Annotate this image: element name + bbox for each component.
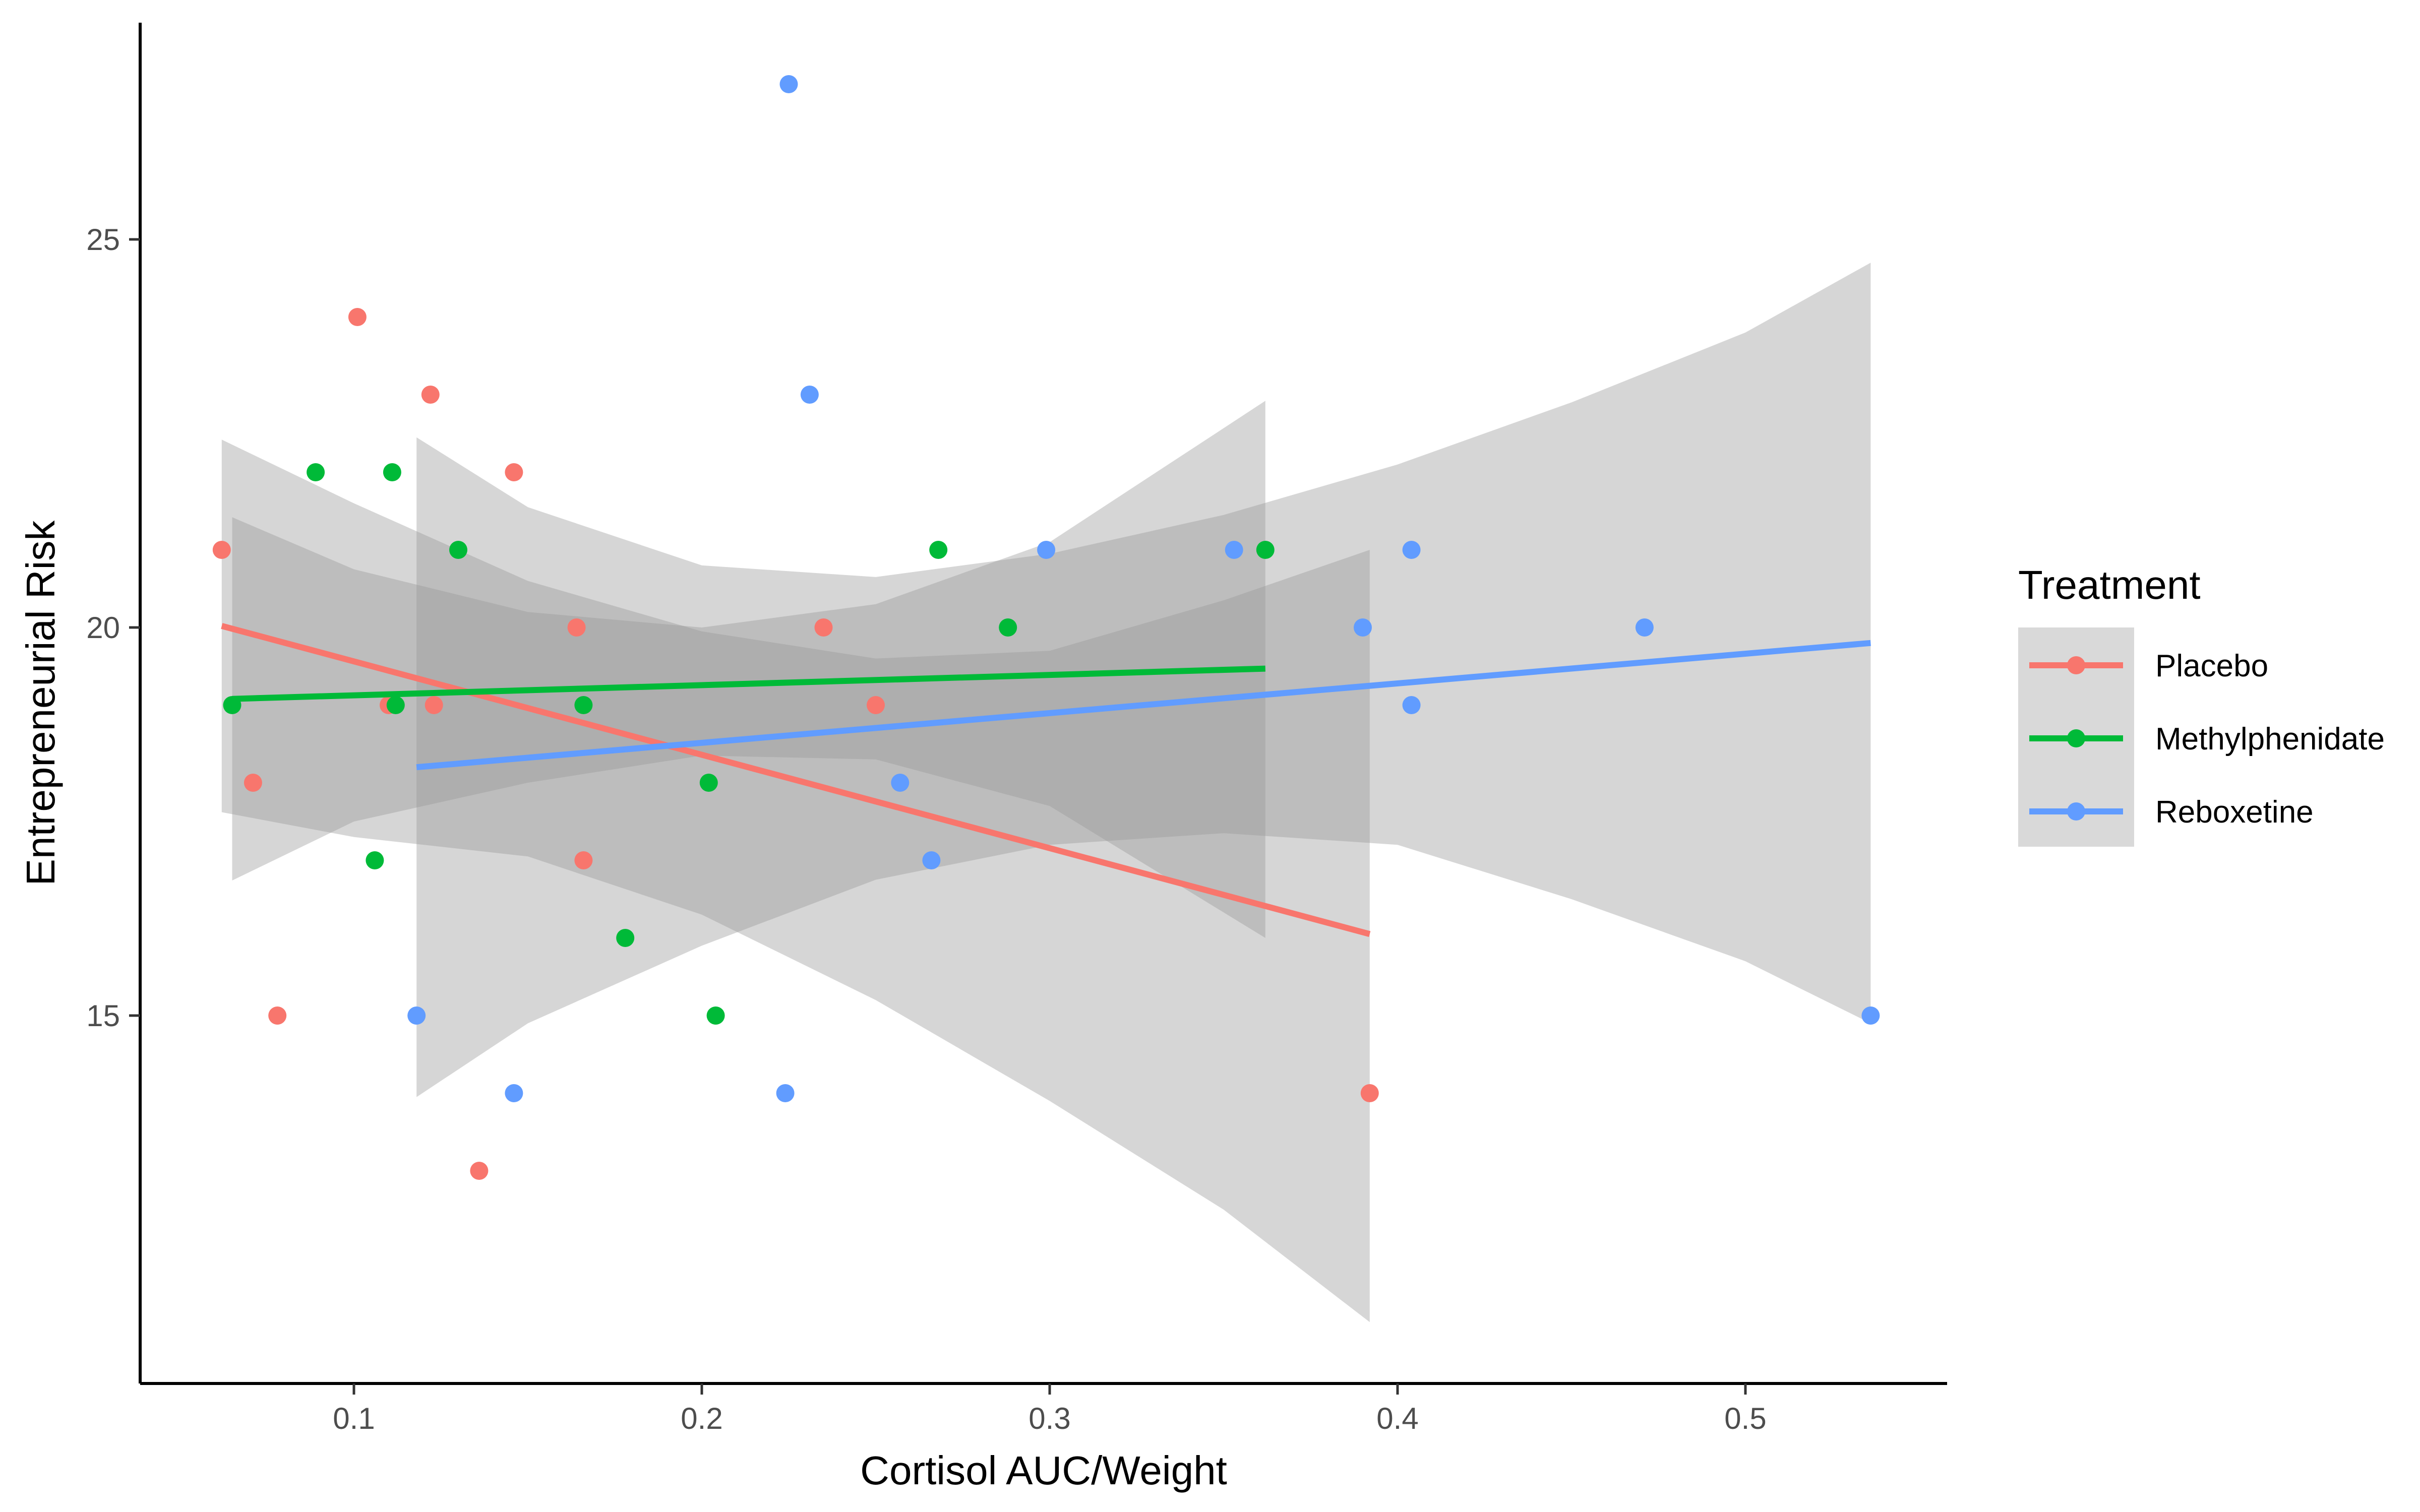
y-tick-label: 20 bbox=[86, 611, 120, 645]
x-tick-label: 0.2 bbox=[681, 1402, 722, 1435]
legend-items: Placebo Methylphenidate Reboxetine bbox=[2018, 627, 2385, 847]
x-axis-ticks: 0.1 0.2 0.3 0.4 0.5 bbox=[333, 1383, 1767, 1435]
methylphenidate-point-3 bbox=[366, 851, 384, 869]
methylphenidate-confidence-band bbox=[232, 401, 1265, 938]
reboxetine-point-5 bbox=[800, 386, 819, 404]
placebo-point-14 bbox=[1360, 1084, 1379, 1102]
reboxetine-point-14 bbox=[1861, 1006, 1880, 1025]
placebo-confidence-band bbox=[221, 439, 1370, 1322]
placebo-point-2 bbox=[244, 774, 262, 792]
reboxetine-point-4 bbox=[779, 75, 798, 93]
methylphenidate-legend-label: Methylphenidate bbox=[2155, 722, 2385, 757]
reboxetine-point-9 bbox=[1225, 541, 1243, 559]
placebo-point-13 bbox=[867, 696, 885, 714]
legend: Treatment Placebo Methylphenidate Reboxeti… bbox=[2018, 562, 2385, 847]
methylphenidate-point-10 bbox=[706, 1006, 725, 1025]
reboxetine-point-10 bbox=[1354, 618, 1372, 637]
placebo-point-4 bbox=[348, 308, 367, 326]
y-axis-title: Entrepreneurial Risk bbox=[18, 520, 63, 886]
reboxetine-legend-point bbox=[2067, 802, 2085, 821]
methylphenidate-point-13 bbox=[1256, 541, 1275, 559]
placebo-point-10 bbox=[567, 618, 586, 637]
reboxetine-point-7 bbox=[922, 851, 941, 869]
x-tick-label: 0.1 bbox=[333, 1402, 375, 1435]
methylphenidate-legend-point bbox=[2067, 729, 2085, 747]
methylphenidate-point-4 bbox=[383, 463, 401, 481]
axes: 0.1 0.2 0.3 0.4 0.5 15 20 25 Cortisol AUC/Weig… bbox=[18, 23, 1947, 1493]
y-tick-label: 15 bbox=[86, 999, 120, 1033]
placebo-point-6 bbox=[421, 386, 440, 404]
methylphenidate-point-6 bbox=[449, 541, 467, 559]
methylphenidate-point-9 bbox=[699, 774, 718, 792]
methylphenidate-point-11 bbox=[929, 541, 948, 559]
methylphenidate-point-5 bbox=[386, 696, 405, 714]
reboxetine-point-11 bbox=[1402, 541, 1421, 559]
methylphenidate-point-12 bbox=[999, 618, 1017, 637]
placebo-point-7 bbox=[425, 696, 443, 714]
x-axis-title: Cortisol AUC/Weight bbox=[860, 1448, 1227, 1493]
x-tick-label: 0.5 bbox=[1724, 1402, 1766, 1435]
reboxetine-confidence-band bbox=[416, 263, 1871, 1097]
placebo-point-1 bbox=[212, 541, 231, 559]
reboxetine-point-2 bbox=[505, 1084, 523, 1102]
reboxetine-point-1 bbox=[407, 1006, 426, 1025]
placebo-legend-label: Placebo bbox=[2155, 649, 2268, 683]
methylphenidate-fit-line bbox=[232, 665, 1265, 702]
placebo-point-8 bbox=[470, 1162, 489, 1180]
placebo-point-9 bbox=[505, 463, 523, 481]
placebo-legend-point bbox=[2067, 656, 2085, 674]
placebo-point-3 bbox=[268, 1006, 287, 1025]
plot-area bbox=[212, 75, 1880, 1322]
legend-title: Treatment bbox=[2018, 562, 2201, 607]
reboxetine-point-13 bbox=[1635, 618, 1654, 637]
y-tick-label: 25 bbox=[86, 223, 120, 257]
methylphenidate-point-8 bbox=[616, 929, 635, 947]
reboxetine-point-8 bbox=[1037, 541, 1056, 559]
reboxetine-point-12 bbox=[1402, 696, 1421, 714]
x-tick-label: 0.4 bbox=[1376, 1402, 1418, 1435]
reboxetine-legend-label: Reboxetine bbox=[2155, 795, 2314, 830]
reboxetine-point-6 bbox=[891, 774, 910, 792]
reboxetine-fit-line bbox=[416, 640, 1871, 771]
placebo-point-12 bbox=[814, 618, 833, 637]
methylphenidate-point-7 bbox=[574, 696, 593, 714]
placebo-fit-line bbox=[221, 623, 1371, 937]
methylphenidate-point-2 bbox=[307, 463, 325, 481]
reboxetine-point-3 bbox=[776, 1084, 795, 1102]
x-tick-label: 0.3 bbox=[1028, 1402, 1070, 1435]
y-axis-ticks: 15 20 25 bbox=[86, 223, 140, 1033]
placebo-point-11 bbox=[574, 851, 593, 869]
